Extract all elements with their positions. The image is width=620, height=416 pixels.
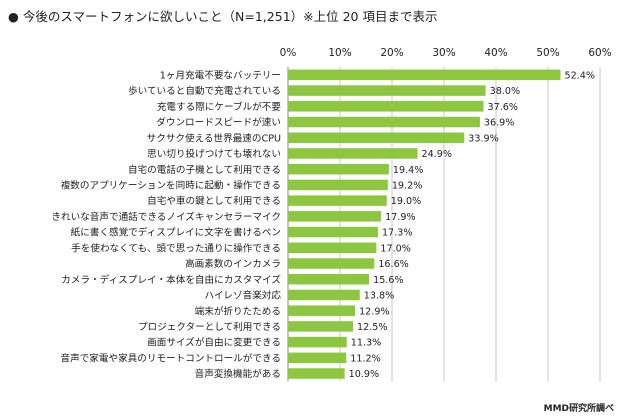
category-label: 端末が折りたためる <box>195 305 281 317</box>
category-label: 画面サイズが自由に変更できる <box>147 337 281 349</box>
category-label: ダウンロードスピードが速い <box>156 117 281 129</box>
category-label: 紙に書く感覚でディスプレイに文字を書けるペン <box>71 227 281 239</box>
bar <box>288 148 418 159</box>
value-label: 38.0% <box>490 86 520 97</box>
bar <box>288 179 388 191</box>
value-label: 11.2% <box>350 353 380 364</box>
category-label: 歩いていると自動で充電されている <box>128 85 281 97</box>
bar <box>288 242 377 254</box>
bar <box>288 116 480 128</box>
category-label: ハイレゾ音楽対応 <box>204 290 281 302</box>
value-label: 16.6% <box>378 259 408 270</box>
bar <box>288 211 382 222</box>
x-tick-label: 30% <box>432 47 455 59</box>
chart-title: ● 今後のスマートフォンに欲しいこと（N=1,251）※上位 20 項目まで表示 <box>8 6 437 25</box>
value-label: 37.6% <box>488 102 518 113</box>
bar <box>288 132 465 143</box>
bar <box>288 85 486 96</box>
category-label: プロジェクターとして利用できる <box>138 321 281 333</box>
bar <box>288 321 353 332</box>
x-tick-label: 20% <box>380 47 403 59</box>
value-label: 15.6% <box>373 275 403 286</box>
value-label: 10.9% <box>349 369 379 380</box>
category-label: 思い切り投げつけても壊れない <box>147 148 281 160</box>
value-label: 33.9% <box>468 133 498 144</box>
value-label: 19.2% <box>392 181 422 192</box>
bar <box>288 352 347 364</box>
bar <box>288 258 375 269</box>
title-bullet-icon: ● <box>8 9 19 24</box>
bar <box>288 69 561 81</box>
value-label: 17.3% <box>382 228 412 239</box>
bar <box>288 195 387 206</box>
x-tick-label: 40% <box>484 47 507 59</box>
value-label: 36.9% <box>484 118 514 129</box>
bar <box>288 336 347 348</box>
value-label: 12.9% <box>359 306 389 317</box>
category-label: カメラ・ディスプレイ・本体を自由にカスタマイズ <box>61 274 281 286</box>
value-label: 13.8% <box>364 291 394 302</box>
value-label: 19.4% <box>393 165 423 176</box>
bar <box>288 305 356 316</box>
x-tick-label: 0% <box>280 47 297 59</box>
bar <box>288 273 370 285</box>
category-label: 音声で家電や家具のリモートコントロールができる <box>61 352 281 364</box>
value-label: 11.3% <box>351 338 381 349</box>
category-label: 音声変換機能がある <box>195 368 281 380</box>
value-label: 12.5% <box>357 322 387 333</box>
category-label: サクサク使える世界最速のCPU <box>147 132 281 144</box>
category-label: 充電する際にケーブルが不要 <box>157 101 282 113</box>
category-label: 自宅や車の鍵として利用できる <box>147 195 281 207</box>
source-note: MMD研究所調べ <box>543 404 614 414</box>
category-label: 高画素数のインカメラ <box>185 258 281 270</box>
bar <box>288 226 378 238</box>
value-label: 17.0% <box>380 243 410 254</box>
bar <box>288 163 389 175</box>
category-label: 複数のアプリケーションを同時に起動・操作できる <box>61 180 281 192</box>
category-label: 自宅の電話の子機として利用できる <box>128 164 281 176</box>
value-label: 17.9% <box>385 212 415 223</box>
x-tick-label: 60% <box>588 47 611 59</box>
title-text: 今後のスマートフォンに欲しいこと（N=1,251）※上位 20 項目まで表示 <box>22 9 438 24</box>
category-label: 1ヶ月充電不要なバッテリー <box>160 69 281 81</box>
bar <box>288 101 484 112</box>
bar <box>288 289 360 301</box>
category-label: 手を使わなくても、頭で思った通りに操作できる <box>71 242 281 254</box>
value-label: 24.9% <box>421 149 451 160</box>
bar <box>288 368 345 379</box>
x-tick-label: 10% <box>328 47 351 59</box>
value-label: 52.4% <box>564 70 594 81</box>
x-tick-label: 50% <box>536 47 559 59</box>
value-label: 19.0% <box>391 196 421 207</box>
category-label: きれいな音声で通話できるノイズキャンセラーマイク <box>51 211 281 223</box>
